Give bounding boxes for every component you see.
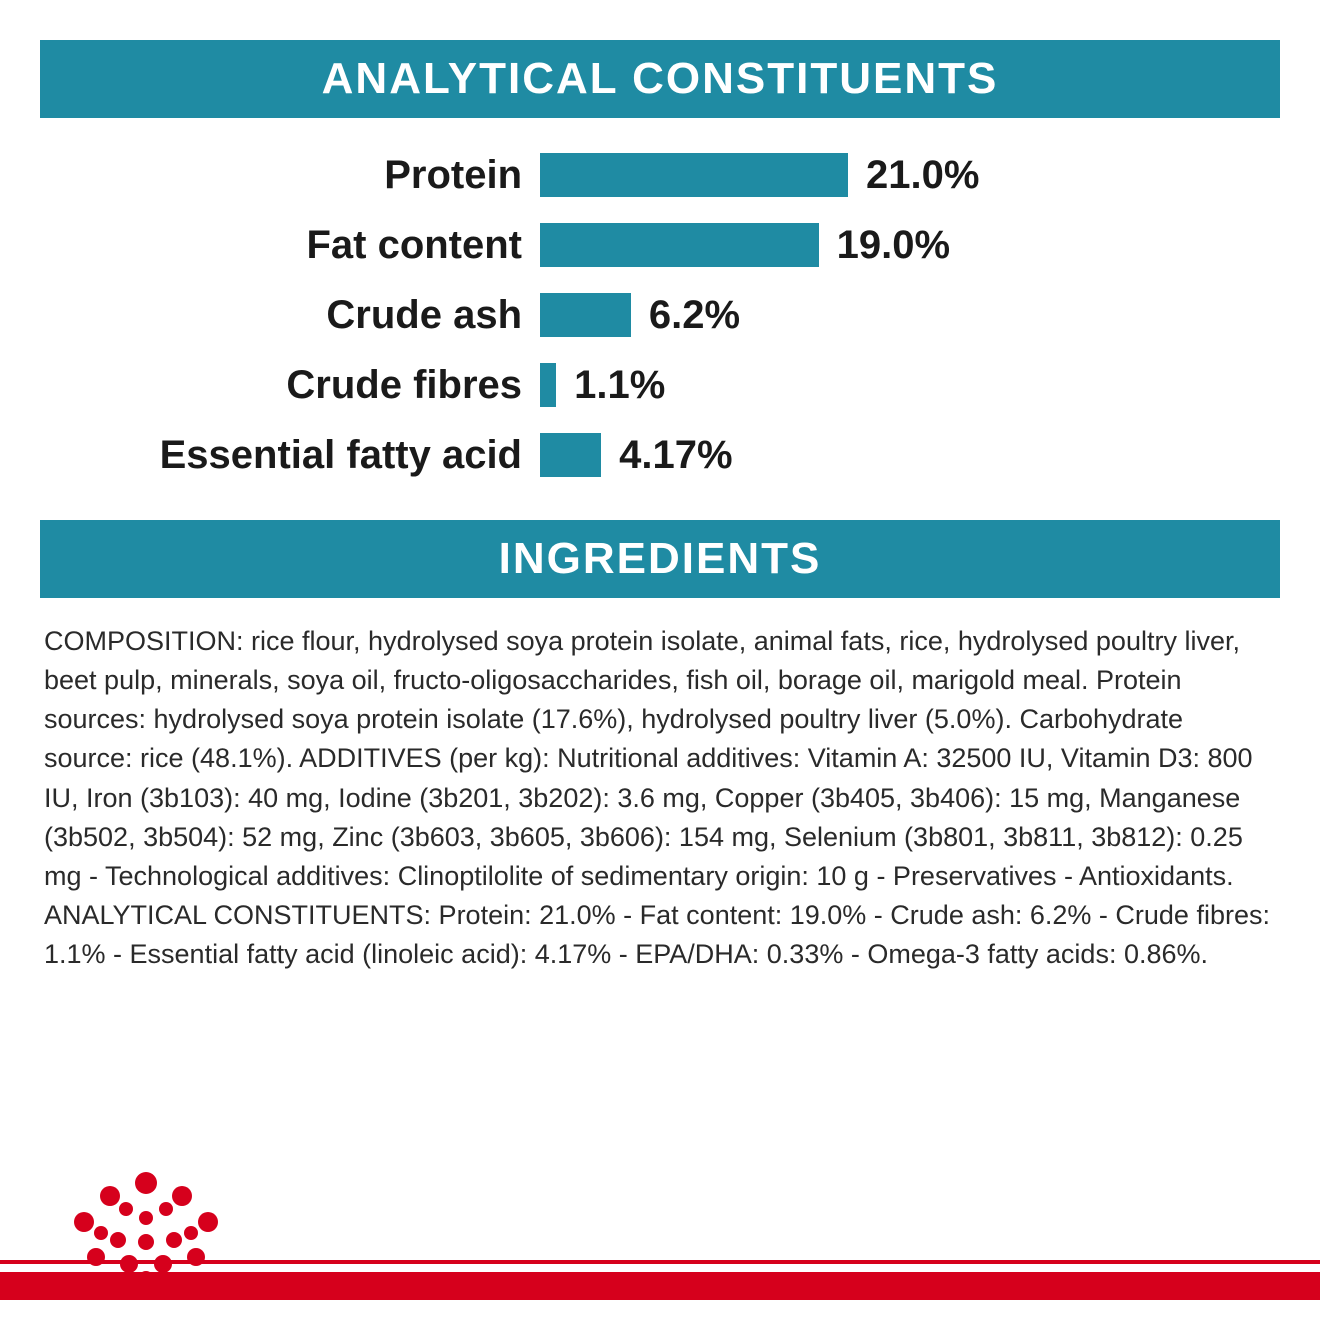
chart-label: Crude fibres bbox=[40, 363, 540, 408]
crown-icon bbox=[76, 1176, 216, 1286]
chart-bar-wrap: 4.17% bbox=[540, 433, 1280, 478]
ingredients-body-text: COMPOSITION: rice flour, hydrolysed soya… bbox=[40, 598, 1280, 974]
chart-label: Fat content bbox=[40, 223, 540, 268]
chart-row: Essential fatty acid 4.17% bbox=[40, 420, 1280, 490]
chart-row: Crude ash 6.2% bbox=[40, 280, 1280, 350]
footer bbox=[0, 1152, 1320, 1312]
chart-bar bbox=[540, 363, 556, 407]
chart-bar bbox=[540, 433, 601, 477]
chart-row: Crude fibres 1.1% bbox=[40, 350, 1280, 420]
chart-value: 6.2% bbox=[631, 293, 740, 338]
chart-bar-wrap: 19.0% bbox=[540, 223, 1280, 268]
analytical-header: ANALYTICAL CONSTITUENTS bbox=[40, 40, 1280, 118]
chart-value: 21.0% bbox=[848, 153, 979, 198]
crown-logo bbox=[56, 1156, 236, 1306]
constituents-chart: Protein 21.0% Fat content 19.0% Crude ash 6.2… bbox=[40, 118, 1280, 520]
chart-bar-wrap: 1.1% bbox=[540, 363, 1280, 408]
chart-value: 4.17% bbox=[601, 433, 732, 478]
chart-bar-wrap: 21.0% bbox=[540, 153, 1280, 198]
content-container: ANALYTICAL CONSTITUENTS Protein 21.0% Fat … bbox=[0, 0, 1320, 974]
chart-label: Crude ash bbox=[40, 293, 540, 338]
chart-bar-wrap: 6.2% bbox=[540, 293, 1280, 338]
chart-label: Protein bbox=[40, 153, 540, 198]
chart-value: 19.0% bbox=[819, 223, 950, 268]
ingredients-header: INGREDIENTS bbox=[40, 520, 1280, 598]
chart-value: 1.1% bbox=[556, 363, 665, 408]
chart-row: Protein 21.0% bbox=[40, 140, 1280, 210]
chart-bar bbox=[540, 223, 819, 267]
chart-row: Fat content 19.0% bbox=[40, 210, 1280, 280]
chart-bar bbox=[540, 293, 631, 337]
chart-bar bbox=[540, 153, 848, 197]
chart-label: Essential fatty acid bbox=[40, 433, 540, 478]
